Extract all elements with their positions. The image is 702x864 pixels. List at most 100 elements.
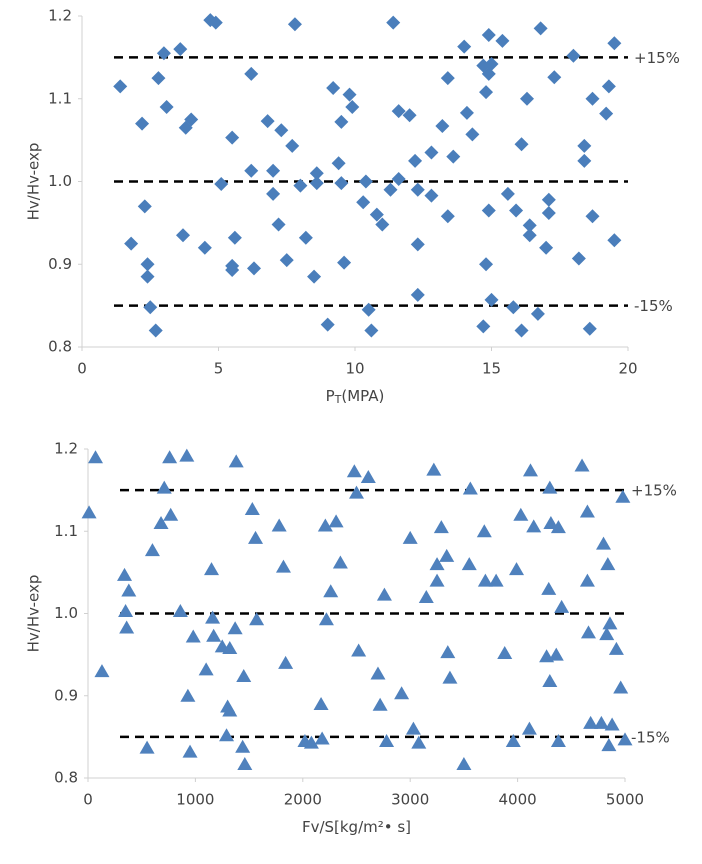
data-point [519,91,534,106]
data-point [607,36,622,51]
x-tick-label: 20 [618,360,637,378]
data-point [248,530,264,544]
data-point [600,557,616,571]
data-point [176,228,191,243]
data-point [548,647,564,661]
data-point [260,114,275,129]
data-point [370,666,386,680]
data-point [156,480,172,494]
data-point [500,186,515,201]
data-point [521,721,537,735]
data-point [182,744,198,758]
data-point [607,233,622,248]
y-tick-label: 1.1 [54,522,78,540]
data-point [163,507,179,521]
data-point [222,703,238,717]
data-point [227,230,242,245]
data-point [156,46,171,61]
data-point [479,85,494,100]
data-point [484,56,499,71]
data-point [375,217,390,232]
data-point [137,199,152,214]
data-point [118,604,134,618]
data-point [497,645,513,659]
data-point [140,269,155,284]
data-point [604,717,620,731]
x-tick-label: 5 [214,360,224,378]
data-point [271,518,287,532]
data-point [225,263,240,278]
data-point [172,604,188,618]
data-point [410,182,425,197]
data-point [571,251,586,266]
data-point [266,163,281,178]
data-point [522,218,537,233]
data-point [533,21,548,36]
data-point [402,530,418,544]
data-point [579,573,595,587]
data-point [440,209,455,224]
data-point [439,548,455,562]
data-point [222,641,238,655]
x-axis-label: Fv/S[kg/m²• s] [302,818,411,836]
data-point [608,641,624,655]
y-tick-label: 0.8 [54,769,78,787]
data-point [514,137,529,152]
x-tick-label: 2000 [284,791,322,809]
data-point [394,686,410,700]
data-point [442,670,458,684]
data-point [328,514,344,528]
data-point [435,119,450,134]
data-point [599,106,614,121]
y-tick-label: 1.0 [48,172,72,190]
data-point [334,114,349,129]
data-point [405,721,421,735]
data-point [424,188,439,203]
data-point [391,104,406,119]
data-point [505,733,521,747]
data-point [617,732,633,746]
data-point [266,186,281,201]
data-point [121,583,137,597]
data-point [476,319,491,334]
data-point [615,489,631,503]
data-point [81,505,97,519]
x-axis-label: PT(MPA) [326,387,385,407]
data-point [285,138,300,153]
data-point [462,481,478,495]
data-point [313,696,329,710]
data-point [433,520,449,534]
data-point [582,321,597,336]
data-point [287,17,302,32]
data-point [513,507,529,521]
y-tick-label: 1.2 [54,440,78,458]
data-point [139,740,155,754]
data-point [459,105,474,120]
data-point [143,300,158,315]
data-point [613,680,629,694]
data-point [596,536,612,550]
data-point [481,66,496,81]
data-point [429,557,445,571]
data-point [440,645,456,659]
data-point [585,91,600,106]
data-point [180,688,196,702]
data-point [117,567,133,581]
data-point [140,257,155,272]
data-point [484,292,499,307]
data-point [298,230,313,245]
data-point [279,253,294,268]
data-point [577,138,592,153]
data-point [541,581,557,595]
data-point [124,236,139,251]
data-point [227,621,243,635]
data-point [593,715,609,729]
x-axis-label-part: P [326,387,335,405]
data-point [151,71,166,86]
x-axis-label-part: (MPA) [341,387,384,405]
data-point [539,240,554,255]
annotation: -15% [631,728,670,746]
y-tick-label: 0.8 [48,338,72,356]
data-point [476,524,492,538]
